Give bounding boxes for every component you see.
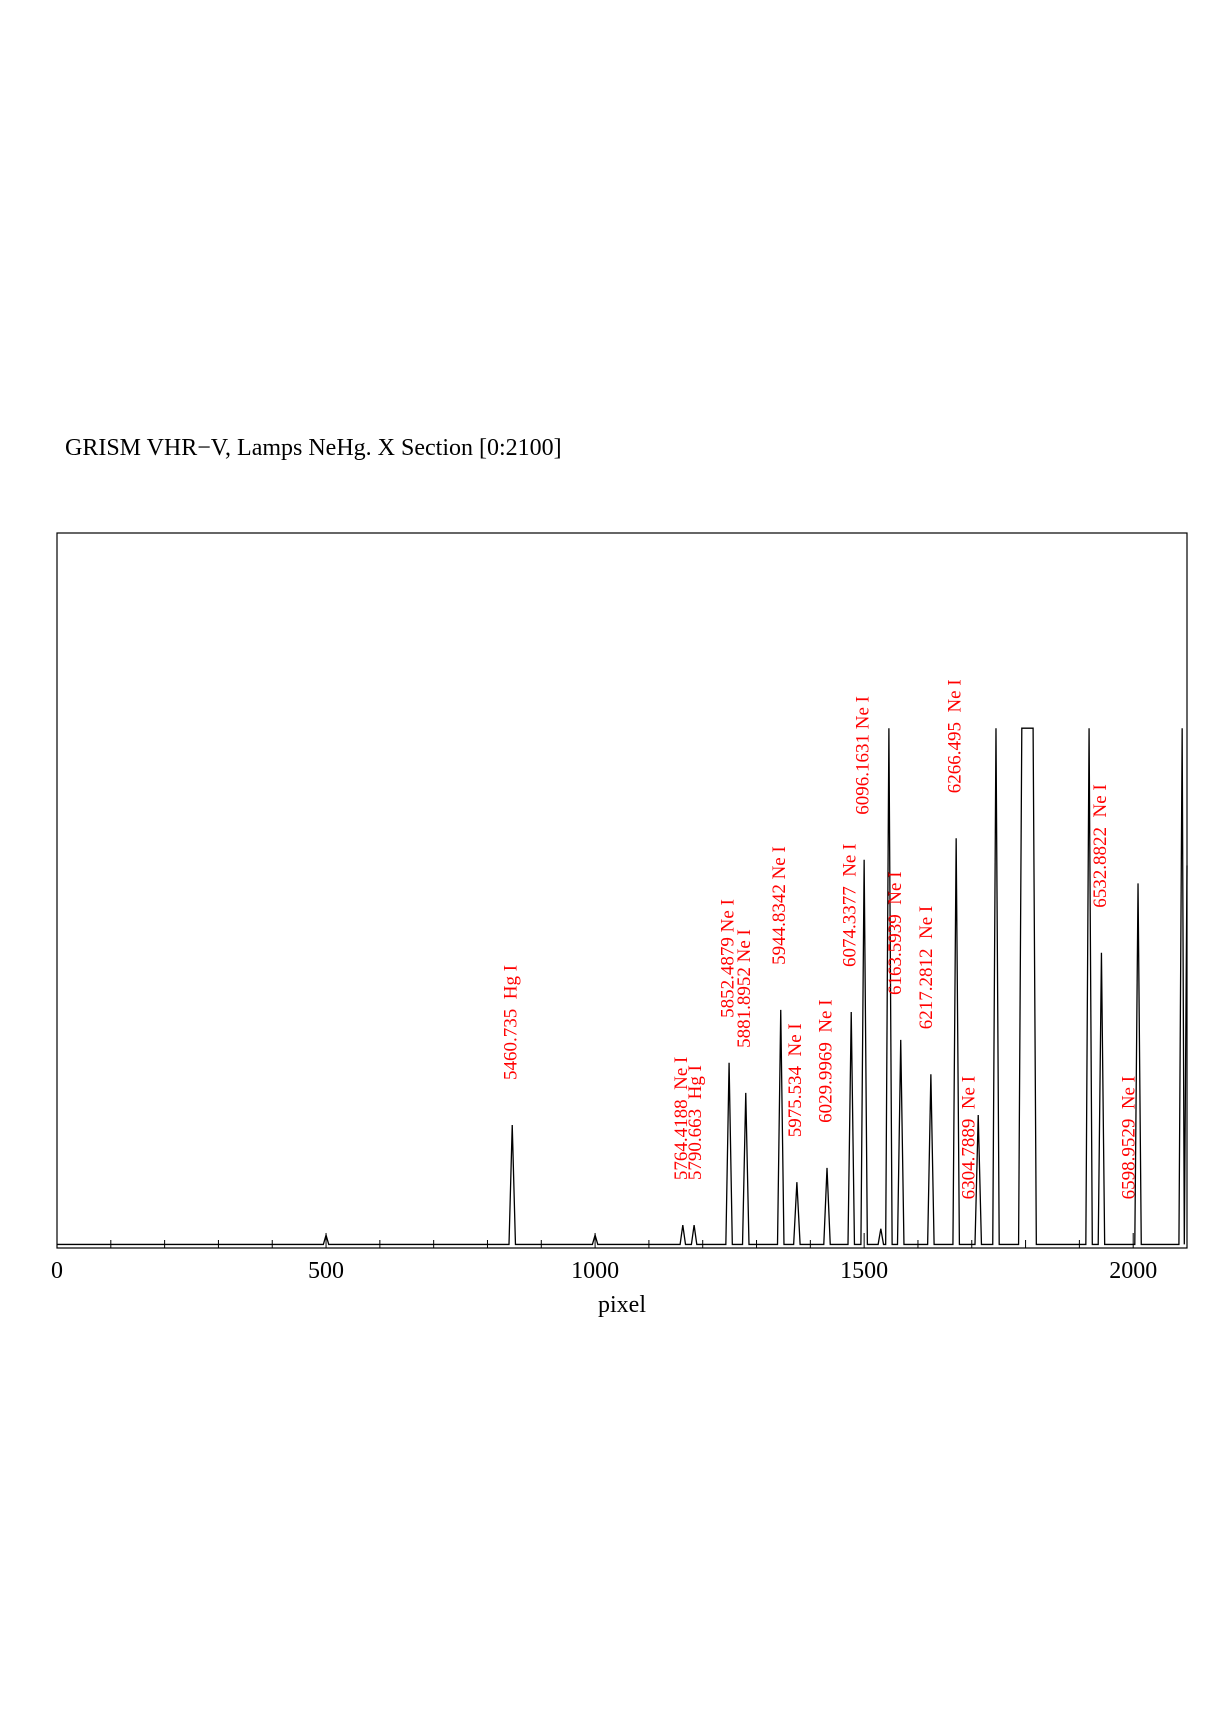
plot-frame: [56, 532, 1188, 1249]
chart-title: GRISM VHR−V, Lamps NeHg. X Section [0:21…: [65, 435, 562, 461]
x-tick-label: 500: [308, 1258, 344, 1284]
x-tick-label: 1000: [571, 1258, 619, 1284]
line-annotation: 5852.4879 Ne I: [717, 899, 738, 1018]
line-annotation: 5460.735 Hg I: [501, 965, 522, 1080]
line-annotation: 6096.1631 Ne I: [853, 696, 874, 815]
line-annotation: 5975.534 Ne I: [785, 1023, 806, 1137]
line-annotation: 6074.3377 Ne I: [840, 844, 861, 967]
line-annotation: 6029.9969 Ne I: [815, 999, 836, 1122]
x-tick-label: 2000: [1109, 1258, 1157, 1284]
line-annotation: 6304.7889 Ne I: [959, 1076, 980, 1199]
line-annotation: 6163.5939 Ne I: [885, 871, 906, 994]
line-annotation: 5764.4188 Ne I: [671, 1057, 692, 1180]
x-axis-label: pixel: [598, 1292, 646, 1318]
line-annotation: 6217.2812 Ne I: [916, 906, 937, 1029]
x-tick-label: 0: [51, 1258, 63, 1284]
line-annotation: 6532.8822 Ne I: [1090, 784, 1111, 907]
x-tick-label: 1500: [840, 1258, 888, 1284]
line-annotation: 5790.663 Hg I: [685, 1065, 706, 1180]
line-annotation: 6266.495 Ne I: [945, 679, 966, 793]
line-annotation: 6598.9529 Ne I: [1118, 1076, 1139, 1199]
spectrum-line: [57, 727, 1188, 1246]
line-annotation: 5881.8952 Ne I: [734, 929, 755, 1048]
line-annotation: 5944.8342 Ne I: [769, 846, 790, 965]
